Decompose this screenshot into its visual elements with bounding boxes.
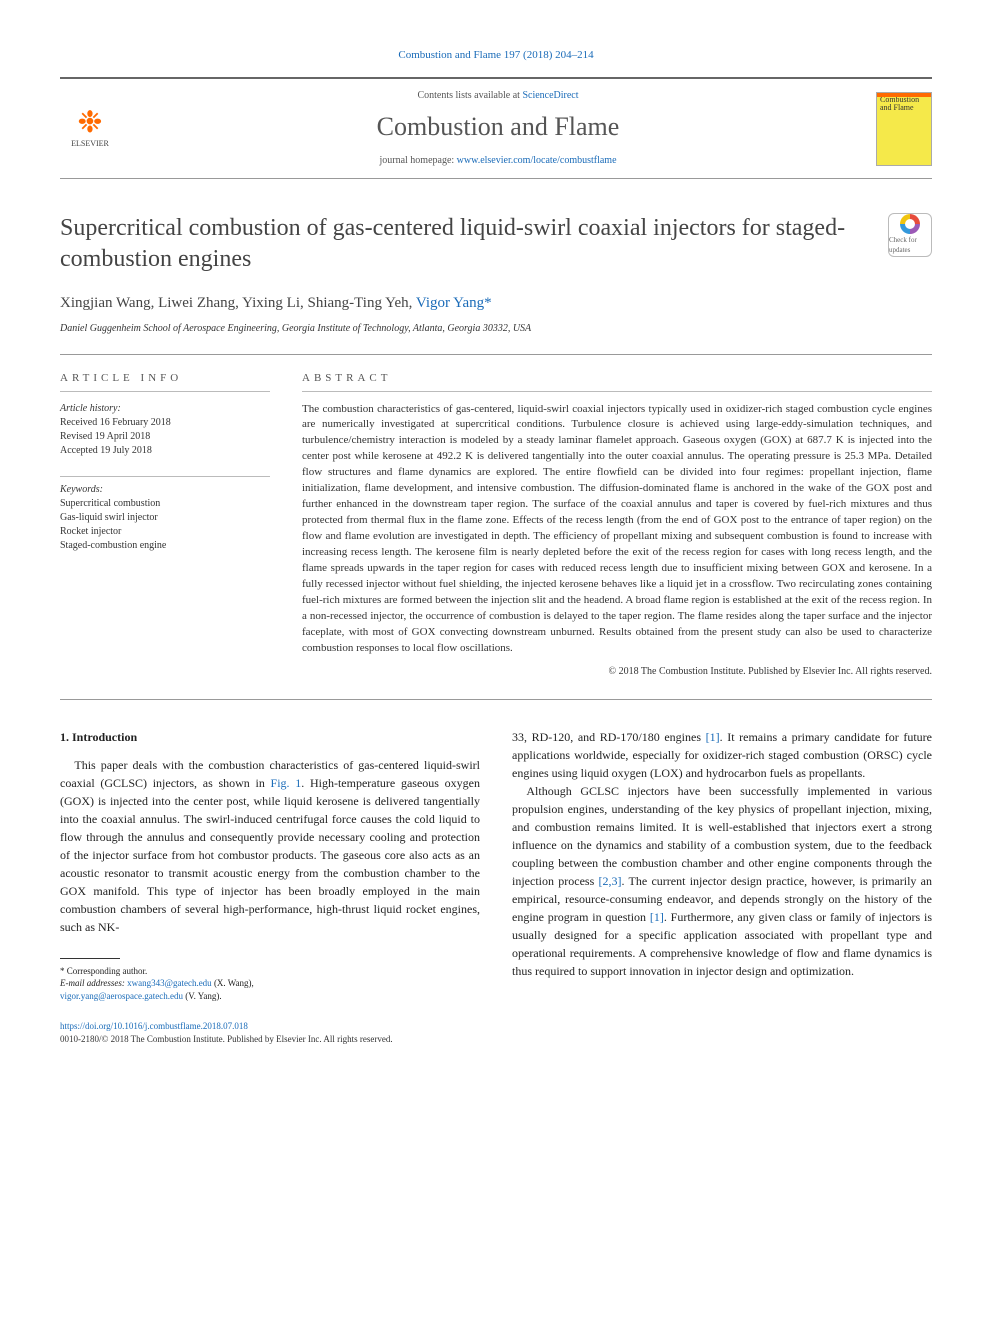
text-run: Although GCLSC injectors have been succe… [512, 784, 932, 888]
citation-line: Combustion and Flame 197 (2018) 204–214 [60, 48, 932, 63]
homepage-line: journal homepage: www.elsevier.com/locat… [136, 154, 860, 168]
citation-ref-link[interactable]: [2,3] [599, 874, 622, 888]
figure-ref-link[interactable]: Fig. 1 [271, 776, 302, 790]
homepage-prefix: journal homepage: [379, 155, 456, 166]
article-info-heading: ARTICLE INFO [60, 371, 270, 391]
publisher-name: ELSEVIER [71, 138, 109, 149]
citation-ref-link[interactable]: [1] [650, 910, 664, 924]
check-updates-badge[interactable]: Check for updates [888, 213, 932, 257]
page-footer: https://doi.org/10.1016/j.combustflame.2… [60, 1020, 932, 1045]
abstract-column: ABSTRACT The combustion characteristics … [302, 371, 932, 678]
abstract-text: The combustion characteristics of gas-ce… [302, 402, 932, 657]
contents-prefix: Contents lists available at [417, 90, 522, 101]
crossmark-icon [900, 214, 920, 234]
keyword: Gas-liquid swirl injector [60, 511, 270, 525]
cover-label: Combustion and Flame [880, 96, 928, 114]
email-link[interactable]: vigor.yang@aerospace.gatech.edu [60, 991, 183, 1001]
publisher-logo: ❉ ELSEVIER [60, 96, 120, 162]
abstract-heading: ABSTRACT [302, 371, 932, 391]
date-revised: Revised 19 April 2018 [60, 430, 270, 444]
text-run: 33, RD-120, and RD-170/180 engines [512, 730, 706, 744]
corresponding-author: Vigor Yang [416, 295, 484, 311]
journal-header: ❉ ELSEVIER Contents lists available at S… [60, 77, 932, 178]
text-run: . High-temperature gaseous oxygen (GOX) … [60, 776, 480, 934]
email-who: (V. Yang). [183, 991, 222, 1001]
left-column: 1. Introduction This paper deals with th… [60, 728, 480, 1003]
abstract-copyright: © 2018 The Combustion Institute. Publish… [302, 665, 932, 679]
authors-plain: Xingjian Wang, Liwei Zhang, Yixing Li, S… [60, 295, 416, 311]
keywords-label: Keywords: [60, 483, 270, 497]
article-title: Supercritical combustion of gas-centered… [60, 213, 868, 275]
homepage-link[interactable]: www.elsevier.com/locate/combustflame [457, 155, 617, 166]
affiliation: Daniel Guggenheim School of Aerospace En… [60, 322, 932, 336]
section-number: 1. [60, 730, 69, 744]
footnote-block: * Corresponding author. E-mail addresses… [60, 965, 480, 1003]
section-title: Introduction [72, 730, 137, 744]
journal-name: Combustion and Flame [136, 109, 860, 145]
check-updates-label: Check for updates [889, 236, 931, 256]
article-info-column: ARTICLE INFO Article history: Received 1… [60, 371, 270, 678]
journal-cover-thumb: Combustion and Flame [876, 92, 932, 166]
keyword: Staged-combustion engine [60, 539, 270, 553]
sciencedirect-link[interactable]: ScienceDirect [522, 90, 578, 101]
email-label: E-mail addresses: [60, 978, 125, 988]
date-received: Received 16 February 2018 [60, 416, 270, 430]
date-accepted: Accepted 19 July 2018 [60, 444, 270, 458]
issn-copyright: 0010-2180/© 2018 The Combustion Institut… [60, 1033, 932, 1046]
paragraph: 33, RD-120, and RD-170/180 engines [1]. … [512, 728, 932, 782]
keyword: Rocket injector [60, 525, 270, 539]
paragraph: Although GCLSC injectors have been succe… [512, 782, 932, 980]
doi-link[interactable]: https://doi.org/10.1016/j.combustflame.2… [60, 1021, 248, 1031]
history-label: Article history: [60, 402, 270, 416]
keyword: Supercritical combustion [60, 497, 270, 511]
right-column: 33, RD-120, and RD-170/180 engines [1]. … [512, 728, 932, 1003]
citation-ref-link[interactable]: [1] [706, 730, 720, 744]
corresponding-note: * Corresponding author. [60, 965, 480, 978]
email-link[interactable]: xwang343@gatech.edu [127, 978, 212, 988]
corresp-mark: * [484, 295, 492, 311]
author-list: Xingjian Wang, Liwei Zhang, Yixing Li, S… [60, 293, 932, 314]
section-heading: 1. Introduction [60, 728, 480, 746]
contents-available-line: Contents lists available at ScienceDirec… [136, 89, 860, 103]
elsevier-tree-icon: ❉ [77, 108, 102, 138]
body-columns: 1. Introduction This paper deals with th… [60, 728, 932, 1003]
email-who: (X. Wang), [212, 978, 254, 988]
paragraph: This paper deals with the combustion cha… [60, 756, 480, 936]
